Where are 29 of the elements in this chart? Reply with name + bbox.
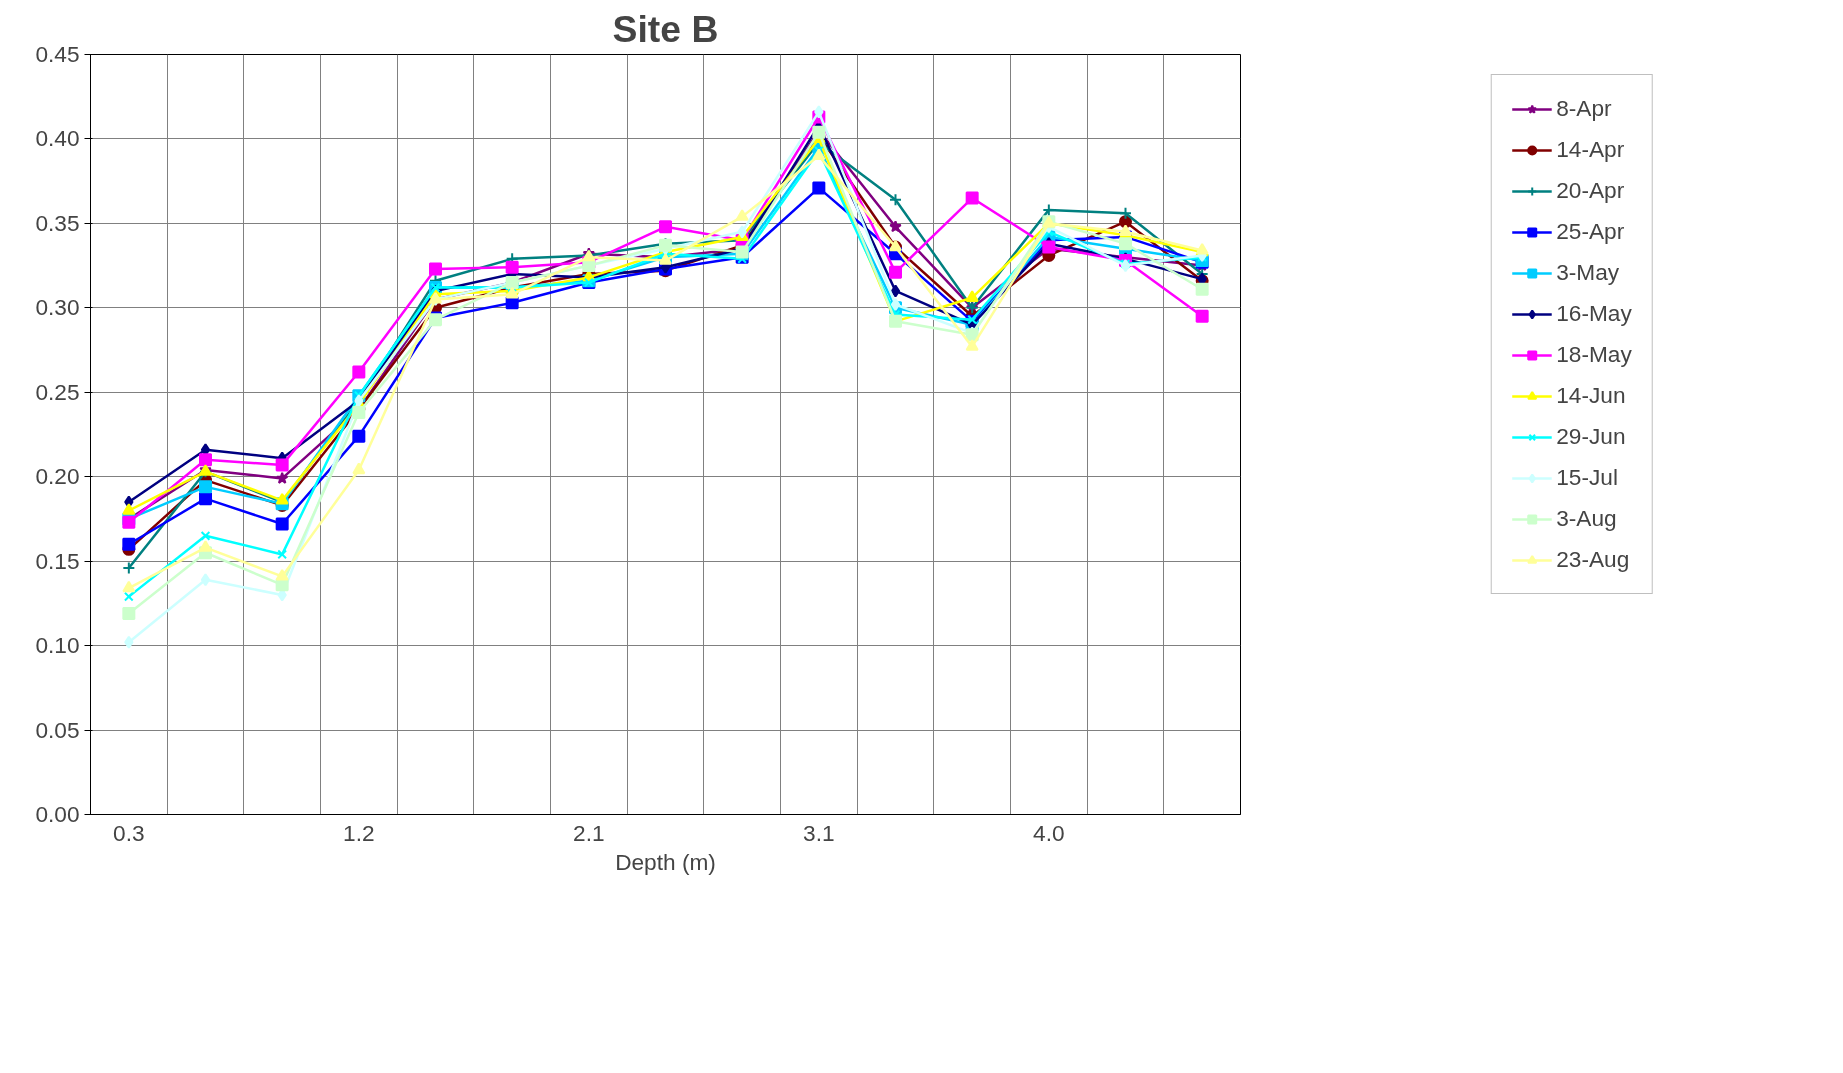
legend-label: 8-Apr (1556, 95, 1612, 122)
y-tick-label: 0.10 (35, 632, 80, 659)
y-tick-label: 0.05 (35, 716, 80, 743)
y-tick-label: 0.40 (35, 125, 80, 152)
chart-title: Site B (612, 7, 719, 50)
x-axis-title: Depth (m) (615, 848, 716, 875)
legend-label: 14-Jun (1556, 382, 1626, 409)
legend-label: 20-Apr (1556, 177, 1625, 204)
legend-label: 14-Apr (1556, 136, 1625, 163)
legend-label: 15-Jul (1556, 464, 1618, 491)
legend-label: 16-May (1556, 300, 1632, 327)
legend-label: 25-Apr (1556, 218, 1625, 245)
legend-label: 18-May (1556, 341, 1632, 368)
x-tick-label: 2.1 (573, 819, 605, 846)
y-tick-label: 0.45 (35, 41, 80, 67)
legend-label: 3-May (1556, 259, 1620, 286)
legend-label: 29-Jun (1556, 423, 1626, 450)
legend-label: 3-Aug (1556, 505, 1617, 532)
legend-label: 23-Aug (1556, 546, 1630, 573)
x-tick-label: 4.0 (1033, 819, 1065, 846)
y-tick-label: 0.30 (35, 294, 80, 321)
y-tick-label: 0.15 (35, 547, 80, 574)
x-tick-label: 1.2 (343, 819, 375, 846)
y-tick-label: 0.35 (35, 209, 80, 236)
x-tick-label: 0.3 (113, 819, 145, 846)
y-tick-label: 0.20 (35, 463, 80, 490)
y-tick-label: 0.00 (35, 801, 80, 827)
x-tick-label: 3.1 (803, 819, 835, 846)
y-tick-label: 0.25 (35, 378, 80, 405)
